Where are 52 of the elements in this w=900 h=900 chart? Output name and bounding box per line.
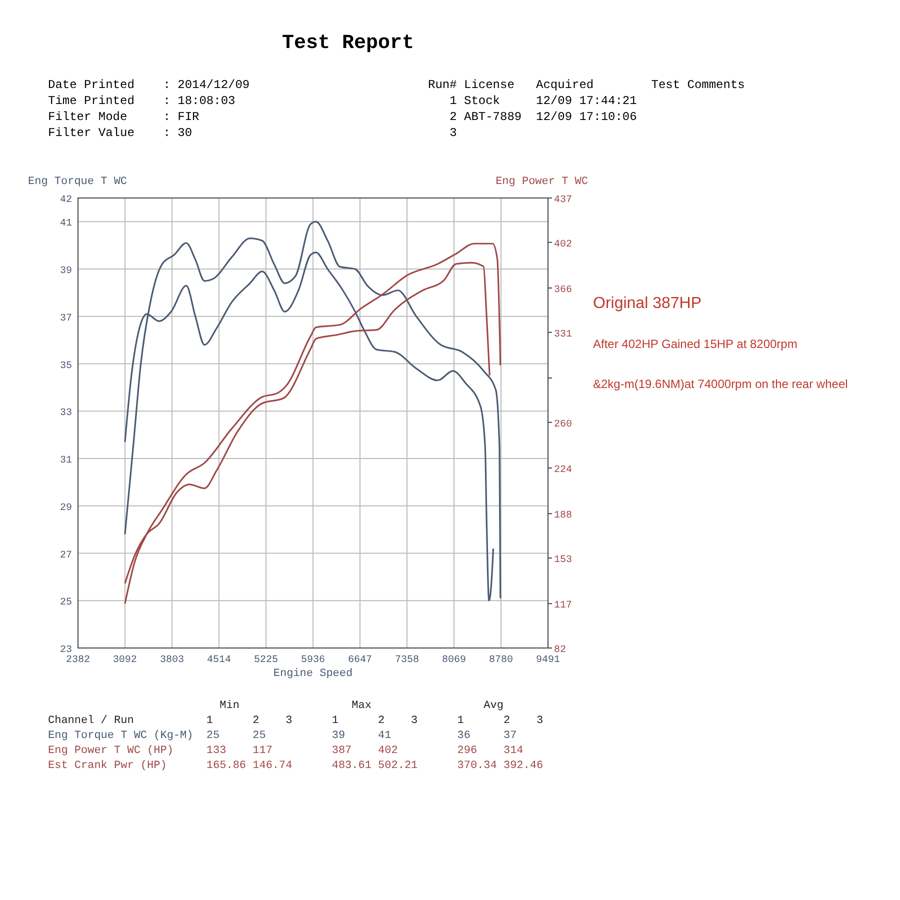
- x-tick-label: 6647: [348, 655, 372, 666]
- chart-title: Test Report: [282, 32, 414, 55]
- x-tick-label: 7358: [394, 655, 419, 666]
- x-tick-label: 3803: [160, 655, 184, 666]
- y2-tick-label: 366: [554, 285, 572, 296]
- text: Eng Torque T WC (Kg-M) 25 25 39 41 36 37: [48, 730, 517, 742]
- y-tick-label: 39: [60, 266, 72, 278]
- y-tick-label: 31: [60, 456, 72, 467]
- y2-tick-label: 437: [554, 195, 572, 206]
- text: Min Max Avg: [48, 700, 504, 712]
- y2-tick-label: 331: [554, 329, 572, 340]
- x-tick-label: 8780: [488, 655, 513, 666]
- text: Channel / Run 1 2 3 1 2 3 1 2 3: [48, 715, 544, 727]
- y2-tick-label: 260: [554, 419, 572, 430]
- y-tick-label: 35: [60, 360, 72, 372]
- x-tick-label: 4514: [206, 655, 231, 666]
- text: After 402HP Gained 15HP at 8200rpm: [593, 337, 798, 351]
- text: Time Printed : 18:08:03: [48, 94, 236, 108]
- y-tick-label: 42: [60, 195, 72, 206]
- x-tick-label: 8069: [442, 655, 466, 666]
- text: Original 387HP: [593, 295, 702, 312]
- text: Eng Power T WC (HP) 133 117 387 402 296 314: [48, 745, 524, 757]
- x-tick-label: 3092: [112, 655, 137, 666]
- y2-tick-label: 82: [554, 645, 566, 656]
- x-tick-label: 9491: [536, 655, 560, 666]
- y-tick-label: 41: [60, 218, 72, 230]
- y-tick-label: 23: [60, 645, 72, 656]
- text: 3: [428, 126, 457, 140]
- text: 1 Stock 12/09 17:44:21: [428, 94, 637, 108]
- text: Filter Mode : FIR: [48, 110, 200, 124]
- y-axis-title: Eng Torque T WC: [28, 176, 128, 188]
- y-tick-label: 29: [60, 502, 72, 514]
- y-tick-label: 27: [60, 550, 72, 562]
- text: 2 ABT-7889 12/09 17:10:06: [428, 110, 637, 124]
- y-tick-label: 33: [60, 408, 72, 420]
- text: Run# License Acquired Test Comments: [428, 78, 745, 92]
- y-tick-label: 37: [60, 313, 72, 324]
- y2-tick-label: 188: [554, 510, 572, 522]
- x-tick-label: 5225: [254, 655, 278, 666]
- y2-tick-label: 402: [554, 239, 572, 250]
- y2-tick-label: 117: [554, 600, 572, 612]
- text: Date Printed : 2014/12/09: [48, 78, 250, 92]
- x-tick-label: 5936: [300, 655, 325, 666]
- text: &2kg-m(19.6NM)at 74000rpm on the rear wheel: [593, 377, 848, 391]
- text: Est Crank Pwr (HP) 165.86 146.74 483.61 502.21 370.34 392.46: [48, 760, 544, 772]
- y-tick-label: 25: [60, 598, 72, 609]
- y2-axis-title: Eng Power T WC: [496, 176, 588, 188]
- y2-tick-label: 153: [554, 555, 572, 566]
- y2-tick-label: 224: [554, 465, 572, 476]
- text: Filter Value : 30: [48, 126, 192, 140]
- x-axis-title: Engine Speed: [273, 668, 353, 680]
- x-tick-label: 2382: [66, 655, 90, 666]
